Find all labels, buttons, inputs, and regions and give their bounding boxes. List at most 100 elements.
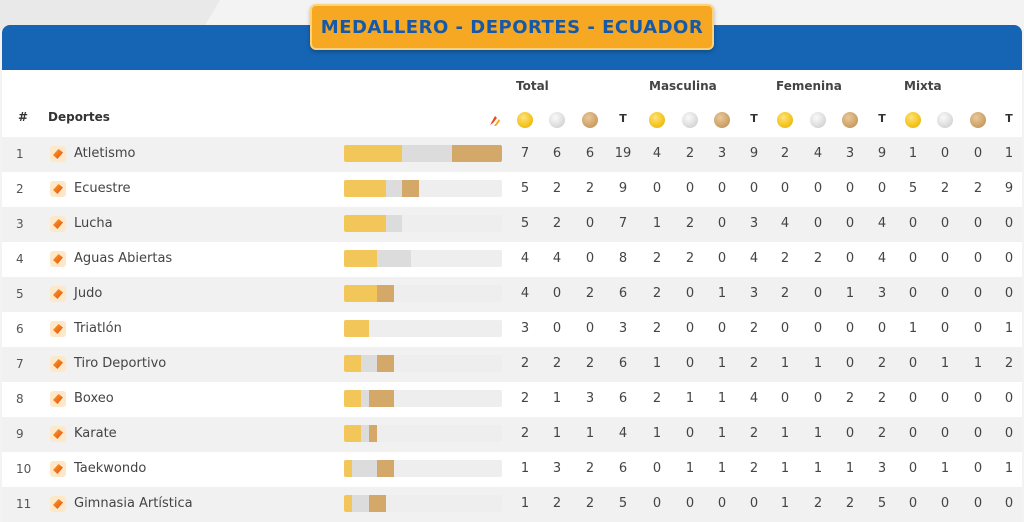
medal-table: Total Masculina Femenina Mixta # Deporte…	[2, 70, 1022, 522]
silver-bar-segment	[385, 215, 403, 232]
fem-gold-count: 2	[780, 286, 790, 301]
table-row[interactable]: 5 Judo 4 0 2 6 2 0 1 3 2 0 1 3 0 0 0 0	[2, 277, 1022, 312]
table-row[interactable]: 2 Ecuestre 5 2 2 9 0 0 0 0 0 0 0 0 5 2 2 9	[2, 172, 1022, 207]
fem-silver-count: 2	[813, 251, 823, 266]
fem-total-count: 2	[877, 426, 887, 441]
mix-silver-count: 1	[940, 461, 950, 476]
silver-bar-segment	[360, 355, 378, 372]
mix-bronze-count: 0	[973, 251, 983, 266]
total-gold-count: 4	[520, 286, 530, 301]
total-gold-count: 1	[520, 496, 530, 511]
bronze-bar-segment	[377, 285, 394, 302]
total-total-count: 6	[618, 356, 628, 371]
mix-bronze-count: 0	[973, 216, 983, 231]
mix-silver-count: 0	[940, 146, 950, 161]
fem-silver-count: 1	[813, 461, 823, 476]
table-row[interactable]: 4 Aguas Abiertas 4 4 0 8 2 2 0 4 2 2 0 4 0 0 0 0	[2, 242, 1022, 277]
gold-bar-segment	[344, 460, 353, 477]
sport-name: Aguas Abiertas	[74, 251, 173, 266]
total-silver-count: 2	[552, 496, 562, 511]
table-row[interactable]: 8 Boxeo 2 1 3 6 2 1 1 4 0 0 2 2 0 0 0 0	[2, 382, 1022, 417]
fem-bronze-count: 2	[845, 391, 855, 406]
row-rank: 5	[16, 287, 24, 301]
medal-distribution-bar	[344, 355, 502, 372]
fem-total-count: 0	[877, 181, 887, 196]
masc-bronze-count: 0	[717, 181, 727, 196]
sport-name: Taekwondo	[74, 461, 147, 476]
masc-silver-count: 0	[685, 496, 695, 511]
total-gold-count: 5	[520, 181, 530, 196]
mix-total-count: 9	[1004, 181, 1014, 196]
mix-gold-count: 0	[908, 286, 918, 301]
total-bronze-count: 3	[585, 391, 595, 406]
masc-total-count: 2	[749, 426, 759, 441]
fem-total-count: 9	[877, 146, 887, 161]
total-total-count: 19	[614, 146, 632, 161]
mix-bronze-count: 0	[973, 461, 983, 476]
total-gold-count: 5	[520, 216, 530, 231]
fem-bronze-count: 2	[845, 496, 855, 511]
total-silver-count: 6	[552, 146, 562, 161]
masc-gold-count: 2	[652, 251, 662, 266]
sport-name: Atletismo	[74, 146, 136, 161]
masc-gold-count: 0	[652, 181, 662, 196]
page-title: MEDALLERO - DEPORTES - ECUADOR	[320, 16, 704, 38]
fem-bronze-count: 0	[845, 426, 855, 441]
fem-silver-count: 0	[813, 391, 823, 406]
table-row[interactable]: 10 Taekwondo 1 3 2 6 0 1 1 2 1 1 1 3 0 1 0 1	[2, 452, 1022, 487]
table-row[interactable]: 1 Atletismo 7 6 6 19 4 2 3 9 2 4 3 9 1 0 0 1	[2, 137, 1022, 172]
mix-bronze-count: 1	[973, 356, 983, 371]
masc-silver-count: 0	[685, 181, 695, 196]
mix-gold-count: 1	[908, 321, 918, 336]
gold-bar-segment	[344, 250, 378, 267]
total-bronze-count: 0	[585, 216, 595, 231]
total-silver-count: 2	[552, 216, 562, 231]
table-row[interactable]: 3 Lucha 5 2 0 7 1 2 0 3 4 0 0 4 0 0 0 0	[2, 207, 1022, 242]
fem-silver-count: 1	[813, 426, 823, 441]
total-column-header: T	[619, 112, 627, 125]
fem-gold-count: 1	[780, 496, 790, 511]
row-rank: 10	[16, 462, 32, 476]
masc-bronze-count: 0	[717, 496, 727, 511]
medal-distribution-bar	[344, 320, 502, 337]
mix-total-count: 2	[1004, 356, 1014, 371]
silver-bar-segment	[360, 390, 369, 407]
masc-total-count: 2	[749, 356, 759, 371]
total-bronze-count: 2	[585, 461, 595, 476]
brand-logo-icon	[490, 116, 500, 126]
total-total-count: 6	[618, 286, 628, 301]
gold-bar-segment	[344, 390, 361, 407]
total-bronze-count: 2	[585, 181, 595, 196]
table-row[interactable]: 9 Karate 2 1 1 4 1 0 1 2 1 1 0 2 0 0 0 0	[2, 417, 1022, 452]
sport-icon	[50, 251, 66, 267]
masc-bronze-count: 3	[717, 146, 727, 161]
total-silver-count: 1	[552, 426, 562, 441]
total-gold-count: 2	[520, 426, 530, 441]
gold-bar-segment	[344, 495, 353, 512]
gold-bar-segment	[344, 425, 361, 442]
table-row[interactable]: 11 Gimnasia Artística 1 2 2 5 0 0 0 0 1 2 2 5 0 0 0 0	[2, 487, 1022, 522]
table-row[interactable]: 6 Triatlón 3 0 0 3 2 0 0 2 0 0 0 0 1 0 0 1	[2, 312, 1022, 347]
fem-total-count: 4	[877, 251, 887, 266]
row-rank: 4	[16, 252, 24, 266]
total-gold-count: 7	[520, 146, 530, 161]
masc-bronze-count: 0	[717, 216, 727, 231]
total-bronze-count: 0	[585, 321, 595, 336]
total-total-count: 4	[618, 426, 628, 441]
masc-bronze-count: 1	[717, 356, 727, 371]
masc-silver-count: 0	[685, 426, 695, 441]
sport-name: Triatlón	[74, 321, 122, 336]
mix-silver-count: 0	[940, 286, 950, 301]
total-silver-count: 2	[552, 356, 562, 371]
silver-medal-icon	[937, 112, 953, 128]
total-gold-count: 4	[520, 251, 530, 266]
gold-bar-segment	[344, 215, 386, 232]
masc-gold-count: 1	[652, 356, 662, 371]
fem-silver-count: 0	[813, 286, 823, 301]
masc-bronze-count: 1	[717, 461, 727, 476]
masc-total-count: 0	[749, 181, 759, 196]
table-row[interactable]: 7 Tiro Deportivo 2 2 2 6 1 0 1 2 1 1 0 2 0 1 1 2	[2, 347, 1022, 382]
bronze-bar-segment	[377, 460, 394, 477]
sport-icon	[50, 426, 66, 442]
gold-bar-segment	[344, 320, 369, 337]
